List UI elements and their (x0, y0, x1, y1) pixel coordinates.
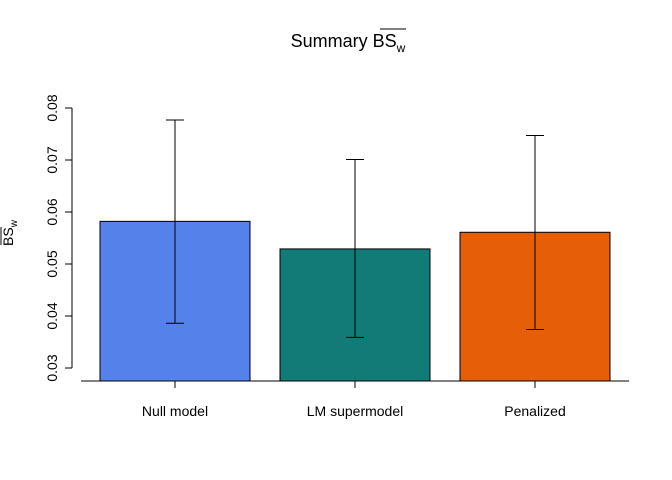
x-tick-label-1: LM supermodel (307, 403, 404, 419)
y-axis-label-subscript: w (9, 219, 20, 228)
y-tick-label-group-3: 0.06 (44, 198, 60, 225)
y-axis-label: BSw (0, 219, 20, 246)
chart-title-subscript: w (396, 41, 406, 55)
y-tick-label-3: 0.06 (44, 198, 60, 225)
y-tick-label-1: 0.04 (44, 302, 60, 329)
y-tick-label-2: 0.05 (44, 250, 60, 277)
y-axis: 0.03 0.04 0.05 0.06 0.07 0.08 (44, 94, 73, 382)
y-tick-label-group-4: 0.07 (44, 146, 60, 173)
y-axis-label-main: BS (0, 227, 16, 246)
chart-title: Summary BSw (291, 28, 406, 55)
error-bars-group (166, 119, 544, 338)
x-tick-label-2: Penalized (504, 403, 566, 419)
y-tick-label-group-5: 0.08 (44, 94, 60, 121)
x-axis-labels: Null model LM supermodel Penalized (81, 380, 629, 419)
y-tick-label-group-1: 0.04 (44, 302, 60, 329)
y-tick-label-0: 0.03 (44, 354, 60, 381)
y-tick-label-group-0: 0.03 (44, 354, 60, 381)
svg-text:BSw: BSw (0, 219, 20, 246)
y-tick-label-5: 0.08 (44, 94, 60, 121)
svg-text:Summary BSw: Summary BSw (291, 31, 406, 55)
y-tick-label-group-2: 0.05 (44, 250, 60, 277)
chart-title-main: Summary BS (291, 31, 397, 51)
x-tick-label-0: Null model (142, 403, 208, 419)
y-tick-label-4: 0.07 (44, 146, 60, 173)
